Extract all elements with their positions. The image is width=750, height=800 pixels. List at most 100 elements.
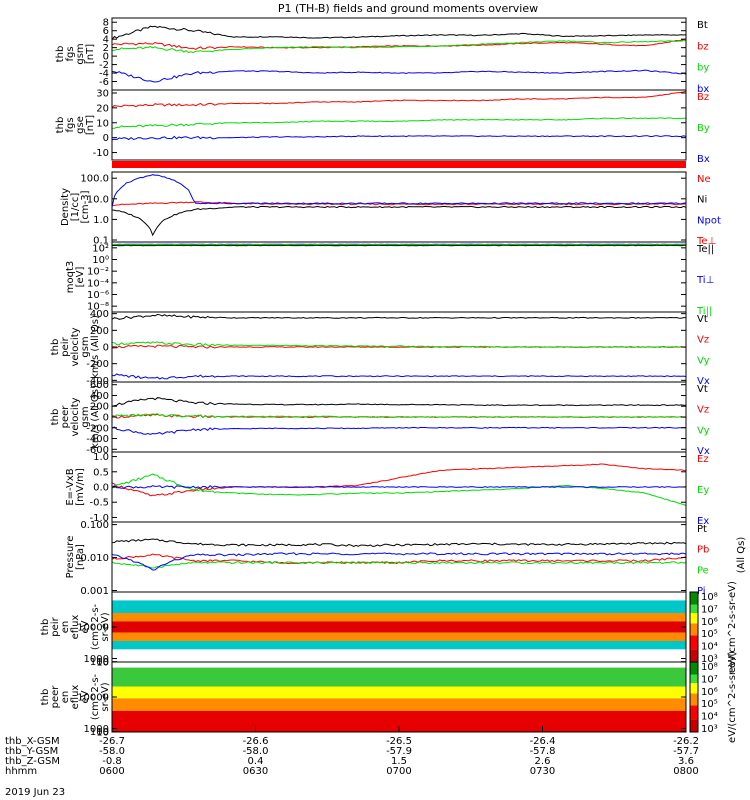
colorbar-tick-label: 10³ [701, 654, 718, 665]
colorbar-segment [690, 592, 698, 605]
y-axis-label: km/s (All Qs) [90, 315, 101, 379]
colorbar-tick-label: 10⁷ [701, 674, 718, 685]
y-tick-label: 8 [103, 18, 109, 29]
y-tick-label: -200 [86, 359, 109, 370]
series-by-line [111, 117, 687, 129]
x-axis-value: -26.4 [530, 736, 556, 747]
colorbar-segment [690, 613, 698, 624]
colorbar-segment [690, 693, 698, 706]
colorbar-segment [690, 683, 698, 694]
y-axis-label: peir [50, 616, 61, 636]
y-axis-label: en [60, 691, 71, 704]
y-tick-label: 10 [96, 118, 109, 129]
y-axis-label: [mV/m] [75, 468, 86, 506]
spectrogram-band [112, 667, 686, 687]
panel-8: Pt Pb Pe Pi 0.100 0.010 0.001 Pressure [nPa] [65, 520, 709, 597]
y-axis-label: peir [60, 336, 71, 356]
panel-7: Ez Ey Ex 1.0 0.5 0.0 -0.5 -1.0 E=-VxB [mV/m] [65, 451, 709, 527]
spectrogram-band [112, 592, 686, 601]
y-tick-label: -200 [86, 423, 109, 434]
colorbar-segment [690, 674, 698, 683]
x-axis-row-label: hhmm [5, 766, 37, 777]
x-axis-row-label: thb_X-GSM [5, 736, 60, 747]
series-vy-line [111, 341, 687, 348]
x-axis-value: 0600 [99, 766, 124, 777]
y-axis-label: Density [60, 188, 71, 226]
legend-label: Vt [697, 314, 708, 325]
series-vt-line [111, 313, 686, 320]
y-axis-label: gsm [80, 336, 91, 357]
legend-label: Ne [697, 174, 711, 185]
y-tick-label: -10 [93, 148, 109, 159]
y-tick-label: -0.5 [89, 498, 109, 509]
y-tick-label: -2 [99, 60, 109, 71]
x-axis-value: 0630 [243, 766, 268, 777]
colorbar-segment [690, 604, 698, 613]
x-axis-value: -26.7 [99, 736, 125, 747]
series-vz-line [111, 344, 686, 349]
series-pe-line [111, 561, 687, 569]
legend-label: Bt [697, 20, 708, 31]
legend-label: Vx [697, 446, 710, 457]
colorbar-tick-label: 10⁶ [701, 617, 718, 628]
y-axis-label: thb [55, 117, 66, 134]
y-axis-label: gse [75, 116, 86, 134]
y-axis-label: [nT] [85, 44, 96, 64]
y-axis-label: eV [80, 620, 91, 633]
y-axis-label: thb [40, 619, 51, 636]
x-axis-row-label: thb_Z-GSM [5, 756, 60, 767]
legend-label: Te⊥ [696, 236, 716, 247]
series-npot-line [111, 174, 687, 208]
series-bx-line [111, 135, 687, 141]
y-axis-label: peer [50, 685, 61, 709]
y-axis-label: gsm [75, 43, 86, 64]
y-tick-label: -1.0 [89, 513, 109, 524]
y-axis-label: eflux [70, 685, 81, 710]
panel-frame [111, 17, 687, 91]
series-bz-line [111, 38, 687, 50]
y-axis-label: thb [50, 339, 61, 356]
series-vt-line [111, 397, 686, 407]
panel-2: Bz By Bx 30 20 10 0 -10 thb fgs gse [nT] [55, 88, 710, 165]
colorbar-tick-label: 10⁸ [701, 662, 718, 673]
y-axis-label: thb [50, 409, 61, 426]
series-vx-line [111, 373, 687, 380]
y-axis-label: fgs [65, 46, 76, 61]
series-bx-line [111, 69, 687, 83]
spectrogram-band [112, 698, 686, 711]
series-ey-line [111, 473, 687, 507]
x-axis-value: -26.2 [673, 736, 699, 747]
y-axis-label: thb [40, 689, 51, 706]
legend-label: Pi [697, 586, 706, 597]
series-bz-line [111, 90, 687, 108]
y-tick-label: 400 [90, 391, 109, 402]
panel-frame [111, 241, 687, 313]
y-axis-label: (cm^2-s- [90, 673, 101, 720]
legend-label: Ni [697, 195, 707, 206]
legend-label: Vt [697, 384, 708, 395]
x-axis-value: -58.0 [243, 746, 269, 757]
y-tick-label: 10⁻² [87, 267, 109, 278]
y-tick-label: 0.010 [80, 553, 109, 564]
y-tick-label: 0 [103, 133, 109, 144]
y-tick-label: 100 [90, 727, 109, 738]
y-axis-label: km/s (All Qs) [90, 385, 101, 449]
colorbar-tick-label: 10⁸ [701, 592, 718, 603]
side-label: (All Qs) [736, 537, 747, 574]
legend-label: Vx [697, 376, 710, 387]
y-axis-label: sr-eV) [100, 612, 111, 641]
x-axis-value: 1.5 [391, 756, 407, 767]
colorbar-tick-label: 10⁴ [701, 712, 718, 723]
x-axis-value: 0800 [673, 766, 698, 777]
y-tick-label: 600 [90, 380, 109, 391]
y-tick-label: 0 [103, 343, 109, 354]
y-tick-label: 100.0 [80, 174, 109, 185]
y-axis-label: E=-VxB [65, 468, 76, 505]
legend-label: Pb [697, 545, 709, 556]
y-tick-label: 30 [96, 88, 109, 99]
legend-label: by [697, 63, 709, 74]
y-tick-label: 400 [90, 309, 109, 320]
y-tick-label: 200 [90, 326, 109, 337]
legend-label: Vy [697, 355, 710, 366]
